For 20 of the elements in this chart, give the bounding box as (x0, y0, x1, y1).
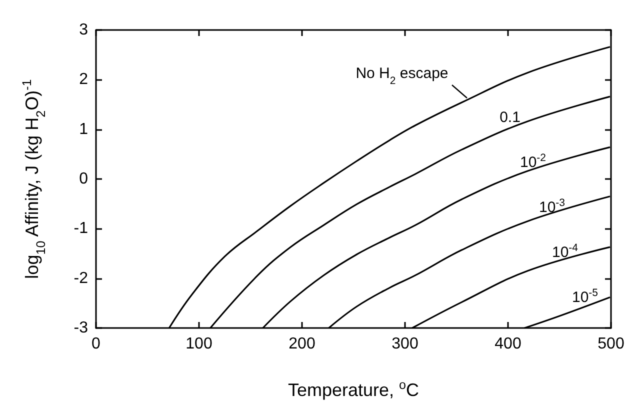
annotation: 10$^{-5}$ (572, 287, 598, 306)
x-tick-label: 0 (92, 336, 101, 352)
y-tick-label: 1 (79, 120, 88, 138)
x-tick-label: 100 (186, 336, 212, 352)
x-tick-label: 300 (392, 336, 418, 352)
annotation: 10$^{-3}$ (538, 197, 566, 216)
y-tick-label: -1 (74, 220, 88, 238)
annotation: 10$^{-2}$ (520, 152, 546, 171)
x-tick-label: 400 (494, 336, 522, 352)
y-tick-label: 2 (79, 71, 88, 88)
x-tick-label: 200 (288, 336, 316, 352)
y-tick-label: -2 (74, 270, 88, 287)
y-tick-label: 0 (79, 170, 88, 188)
annotation: No H$_{2}$ escape (356, 65, 448, 87)
annotation: 10$^{-4}$ (552, 242, 578, 261)
x-axis-title: Temperature, $^{o}$C (288, 378, 420, 400)
x-tick-label: 500 (598, 336, 624, 352)
y-tick-label: 3 (79, 22, 88, 38)
y-tick-label: -3 (74, 320, 88, 336)
annotation: 0.1 (500, 109, 520, 126)
